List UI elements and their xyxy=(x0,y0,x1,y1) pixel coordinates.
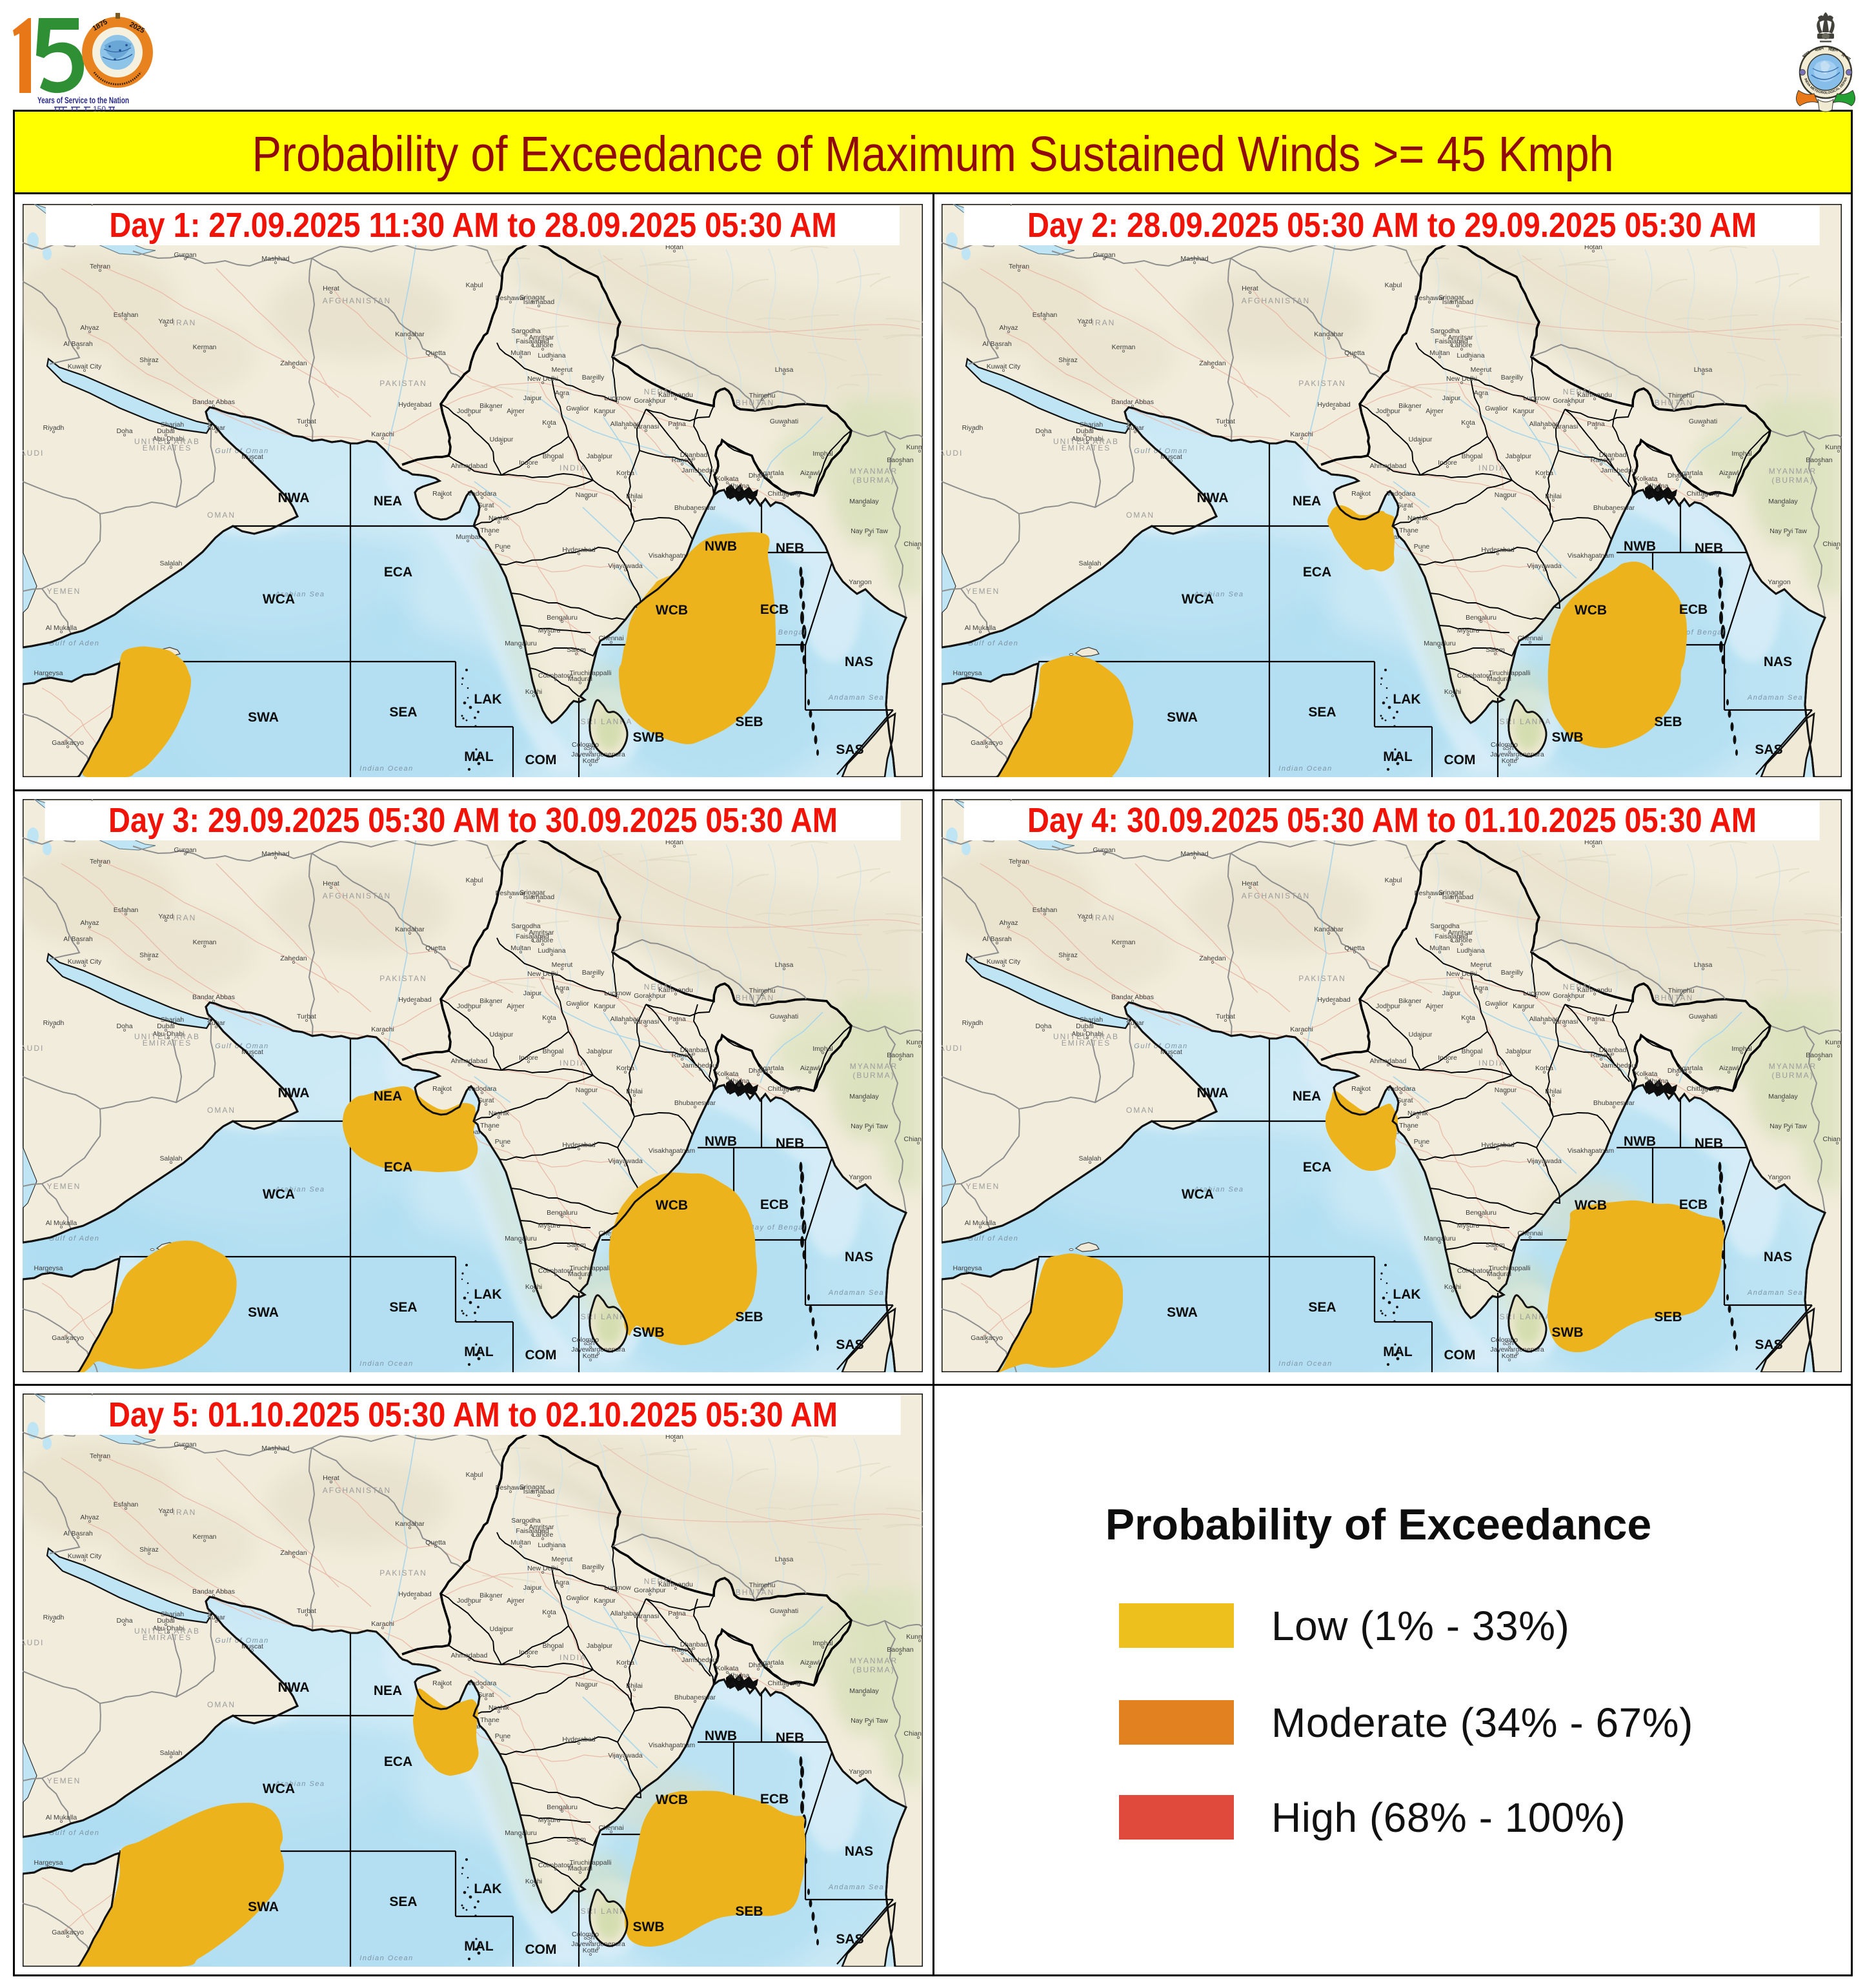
svg-text:Years of Service to the Nation: Years of Service to the Nation xyxy=(37,96,129,105)
svg-text:NEB: NEB xyxy=(776,1730,804,1745)
svg-text:NEB: NEB xyxy=(776,541,804,556)
svg-text:विज्ञान: विज्ञान xyxy=(1828,46,1839,53)
svg-text:NAS: NAS xyxy=(1764,654,1792,669)
svg-text:ECA: ECA xyxy=(1303,565,1331,580)
svg-text:ECA: ECA xyxy=(1303,1160,1331,1175)
svg-text:SAS: SAS xyxy=(836,1337,863,1352)
svg-text:SEB: SEB xyxy=(1654,715,1682,729)
svg-text:WCB: WCB xyxy=(656,1198,688,1213)
svg-text:NWA: NWA xyxy=(278,1086,310,1100)
svg-text:NWB: NWB xyxy=(705,539,737,554)
svg-text:NAS: NAS xyxy=(1764,1250,1792,1264)
svg-text:SEB: SEB xyxy=(735,1310,763,1324)
svg-text:SEA: SEA xyxy=(389,705,417,720)
svg-text:SWB: SWB xyxy=(633,1920,665,1934)
svg-text:SWA: SWA xyxy=(248,1305,279,1320)
svg-text:LAK: LAK xyxy=(474,1287,501,1302)
svg-text:SEB: SEB xyxy=(1654,1310,1682,1324)
svg-text:COM: COM xyxy=(1444,753,1476,767)
svg-text:SWA: SWA xyxy=(1167,710,1198,725)
svg-text:SWB: SWB xyxy=(1552,1325,1584,1340)
svg-text:NAS: NAS xyxy=(845,1250,873,1264)
svg-text:SEB: SEB xyxy=(735,715,763,729)
svg-text:WCB: WCB xyxy=(656,603,688,618)
svg-text:NEA: NEA xyxy=(1293,494,1321,509)
svg-text:ECB: ECB xyxy=(1679,1197,1708,1212)
svg-text:LAK: LAK xyxy=(1393,692,1420,707)
svg-text:WCA: WCA xyxy=(263,1781,295,1796)
svg-text:MAL: MAL xyxy=(464,1939,494,1954)
svg-text:WCA: WCA xyxy=(263,592,295,607)
svg-text:SWB: SWB xyxy=(633,730,665,745)
svg-text:NWB: NWB xyxy=(1624,539,1656,554)
svg-text:WCB: WCB xyxy=(1575,1198,1607,1213)
svg-text:WCA: WCA xyxy=(1182,1187,1214,1202)
svg-text:SEA: SEA xyxy=(1308,705,1336,720)
svg-text:SEA: SEA xyxy=(389,1894,417,1909)
svg-text:MAL: MAL xyxy=(464,1344,494,1359)
svg-text:NEA: NEA xyxy=(374,1089,402,1104)
svg-text:SWA: SWA xyxy=(1167,1305,1198,1320)
svg-text:NEA: NEA xyxy=(1293,1089,1321,1104)
svg-text:SEB: SEB xyxy=(735,1904,763,1919)
svg-text:WCA: WCA xyxy=(1182,592,1214,607)
svg-text:NWA: NWA xyxy=(278,1680,310,1695)
svg-text:SAS: SAS xyxy=(836,1932,863,1947)
svg-text:NEA: NEA xyxy=(374,494,402,509)
svg-text:SWB: SWB xyxy=(1552,730,1584,745)
svg-text:NWB: NWB xyxy=(1624,1134,1656,1149)
svg-text:NEB: NEB xyxy=(1695,1136,1723,1151)
svg-text:SAS: SAS xyxy=(1755,742,1782,757)
svg-text:MAL: MAL xyxy=(464,749,494,764)
svg-text:WCB: WCB xyxy=(656,1792,688,1807)
svg-text:NWA: NWA xyxy=(278,491,310,505)
svg-text:LAK: LAK xyxy=(474,692,501,707)
svg-text:NWB: NWB xyxy=(705,1729,737,1743)
svg-text:COM: COM xyxy=(525,1942,557,1957)
svg-text:WCB: WCB xyxy=(1575,603,1607,618)
svg-text:ECA: ECA xyxy=(384,1160,412,1175)
svg-text:ECA: ECA xyxy=(384,1754,412,1769)
svg-text:SWA: SWA xyxy=(248,1900,279,1914)
svg-text:150: 150 xyxy=(93,105,106,114)
svg-text:NWA: NWA xyxy=(1197,1086,1229,1100)
svg-text:LAK: LAK xyxy=(1393,1287,1420,1302)
svg-text:WCA: WCA xyxy=(263,1187,295,1202)
svg-text:MAL: MAL xyxy=(1383,1344,1413,1359)
svg-text:SWA: SWA xyxy=(248,710,279,725)
svg-text:NWB: NWB xyxy=(705,1134,737,1149)
svg-text:SEA: SEA xyxy=(1308,1300,1336,1315)
svg-text:NEB: NEB xyxy=(776,1136,804,1151)
svg-text:NAS: NAS xyxy=(845,654,873,669)
svg-text:SWB: SWB xyxy=(633,1325,665,1340)
svg-text:COM: COM xyxy=(1444,1348,1476,1363)
svg-text:ECA: ECA xyxy=(384,565,412,580)
svg-text:LAK: LAK xyxy=(474,1882,501,1896)
svg-text:NEB: NEB xyxy=(1695,541,1723,556)
svg-text:ECB: ECB xyxy=(1679,602,1708,617)
svg-text:ECB: ECB xyxy=(760,602,789,617)
svg-text:ECB: ECB xyxy=(760,1197,789,1212)
svg-text:SEA: SEA xyxy=(389,1300,417,1315)
svg-text:MAL: MAL xyxy=(1383,749,1413,764)
svg-text:SAS: SAS xyxy=(836,742,863,757)
svg-text:COM: COM xyxy=(525,753,557,767)
svg-text:NEA: NEA xyxy=(374,1683,402,1698)
svg-text:NAS: NAS xyxy=(845,1844,873,1859)
svg-text:NWA: NWA xyxy=(1197,491,1229,505)
svg-text:ECB: ECB xyxy=(760,1792,789,1807)
svg-text:COM: COM xyxy=(525,1348,557,1363)
svg-text:SAS: SAS xyxy=(1755,1337,1782,1352)
